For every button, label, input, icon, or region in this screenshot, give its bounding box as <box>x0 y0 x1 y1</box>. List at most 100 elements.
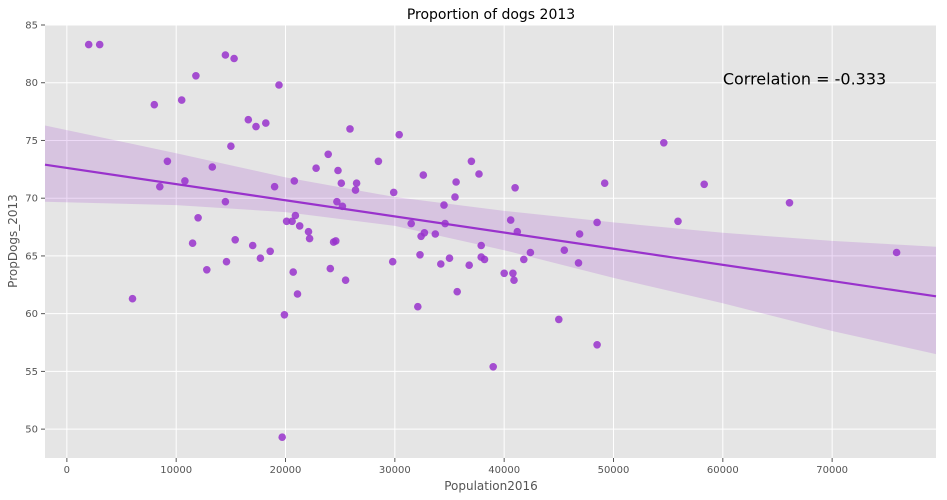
data-points <box>84 40 901 442</box>
x-tick-label: 20000 <box>270 465 302 476</box>
data-point <box>431 230 440 238</box>
regression-line-path <box>44 163 937 298</box>
y-tick-label: 80 <box>25 78 38 89</box>
data-point <box>467 157 476 166</box>
data-point <box>509 269 517 278</box>
x-tick-label: 30000 <box>379 465 411 476</box>
data-point <box>188 239 197 247</box>
data-point <box>230 54 238 63</box>
data-point <box>208 163 217 171</box>
y-tick-label: 50 <box>25 425 38 436</box>
data-point <box>555 315 563 324</box>
y-tick-label: 70 <box>25 194 38 205</box>
data-point <box>324 150 333 159</box>
data-point <box>289 268 298 276</box>
data-point <box>416 251 424 259</box>
data-point <box>419 171 428 179</box>
data-point <box>280 311 289 319</box>
data-point <box>248 241 257 250</box>
data-point <box>282 217 291 226</box>
grid-lines <box>45 24 936 458</box>
data-point <box>593 341 601 349</box>
data-point <box>407 219 416 228</box>
data-point <box>352 179 361 187</box>
data-point <box>374 157 383 166</box>
y-tick-label: 65 <box>25 251 38 262</box>
data-point <box>221 51 230 59</box>
x-tick-label: 70000 <box>816 465 848 476</box>
regression-line <box>44 163 937 298</box>
data-point <box>177 96 186 104</box>
data-point <box>312 164 320 172</box>
data-point <box>203 266 211 274</box>
data-point <box>334 166 342 175</box>
data-point <box>326 264 335 273</box>
data-point <box>290 177 299 185</box>
data-point <box>414 302 422 311</box>
data-point <box>333 197 341 206</box>
data-point <box>892 248 901 257</box>
x-tick-label: 40000 <box>488 465 520 476</box>
data-point <box>388 257 397 266</box>
data-point <box>95 40 104 49</box>
data-point <box>128 294 137 303</box>
data-point <box>506 216 515 224</box>
confidence-band <box>45 125 936 355</box>
data-point <box>526 248 535 257</box>
data-point <box>346 125 354 133</box>
data-point <box>445 254 454 262</box>
data-point <box>305 234 314 243</box>
data-point <box>304 227 313 236</box>
data-point <box>700 180 708 189</box>
data-point <box>256 254 265 262</box>
data-point <box>453 287 462 296</box>
data-point <box>332 237 340 245</box>
data-point <box>244 115 253 124</box>
data-point <box>293 290 302 298</box>
data-point <box>593 218 601 227</box>
data-point <box>341 276 350 285</box>
data-point <box>489 363 498 371</box>
data-point <box>389 188 398 197</box>
confidence-band-area <box>45 125 936 355</box>
axis-ticks: 0 10000 20000 30000 40000 50000 60000 70000 50 55… <box>25 21 848 477</box>
data-point <box>266 247 275 256</box>
data-point <box>395 130 404 139</box>
data-point <box>351 186 360 194</box>
data-point <box>520 255 528 264</box>
data-point <box>452 178 460 186</box>
y-tick-label: 60 <box>25 309 38 320</box>
data-point <box>465 261 474 270</box>
data-point <box>163 157 172 166</box>
data-point <box>291 211 300 220</box>
data-point <box>477 241 486 250</box>
data-point <box>660 139 668 147</box>
data-point <box>674 217 682 226</box>
y-tick-label: 55 <box>25 367 38 378</box>
y-tick-label: 75 <box>25 136 38 147</box>
chart-title: Proportion of dogs 2013 <box>407 7 575 23</box>
data-point <box>181 177 189 185</box>
data-point <box>560 246 569 254</box>
correlation-annotation: Correlation = -0.333 <box>723 70 886 89</box>
data-point <box>337 179 346 187</box>
data-point <box>574 259 583 267</box>
data-point <box>252 122 260 131</box>
x-axis-label: Population2016 <box>444 479 538 493</box>
x-tick-label: 60000 <box>707 465 739 476</box>
data-point <box>440 201 448 209</box>
data-point <box>84 40 93 49</box>
data-point <box>437 260 445 268</box>
data-point <box>270 182 279 191</box>
x-tick-label: 50000 <box>598 465 630 476</box>
x-tick-label: 0 <box>64 465 70 476</box>
data-point <box>600 179 609 187</box>
data-point <box>192 72 200 80</box>
data-point <box>231 236 239 244</box>
data-point <box>475 170 483 178</box>
data-point <box>295 222 304 230</box>
data-point <box>275 81 283 89</box>
data-point <box>150 100 159 109</box>
